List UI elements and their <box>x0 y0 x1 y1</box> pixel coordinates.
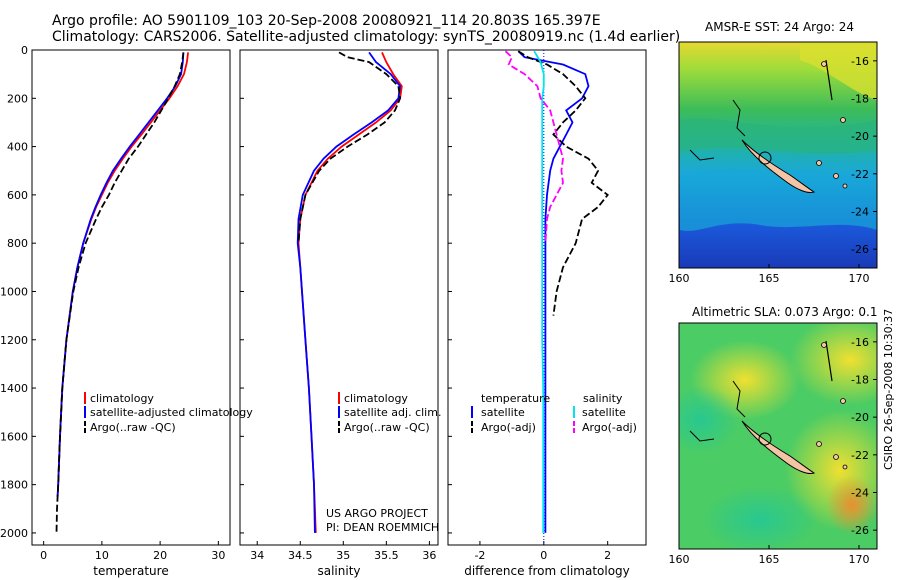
legend-header-salinity: salinity <box>583 392 623 405</box>
series-line-salinity-satellite <box>533 50 545 533</box>
credit-line1: US ARGO PROJECT <box>326 507 428 520</box>
legend-label-temp-satellite: satellite <box>481 406 525 419</box>
x-tick-label: 34.5 <box>288 549 313 562</box>
series-line-climatology <box>297 52 403 533</box>
sst-map-frame <box>678 41 878 269</box>
depth-tick-label: 1400 <box>0 382 28 395</box>
legend-label-argo: Argo(..raw -QC) <box>344 421 430 434</box>
sla-map-title: Altimetric SLA: 0.073 Argo: 0.1 <box>692 305 878 319</box>
map-x-tick-label: 165 <box>759 272 780 285</box>
argo-position-marker <box>758 151 772 165</box>
sla-map-frame <box>678 322 878 550</box>
series-line-satellite-adj-clim- <box>296 51 402 533</box>
x-tick-label: 35.5 <box>374 549 399 562</box>
depth-tick-label: 800 <box>7 237 28 250</box>
temperature-xlabel: temperature <box>93 564 168 578</box>
map-x-tick-label: 160 <box>669 553 690 566</box>
figure-title-line2: Climatology: CARS2006. Satellite-adjuste… <box>52 29 681 45</box>
x-tick-label: -2 <box>474 549 485 562</box>
legend-label-temp-argo: Argo(-adj) <box>481 421 536 434</box>
map-y-tick-label: -22 <box>851 449 869 462</box>
legend-label-climatology: climatology <box>344 392 408 405</box>
sla-map-axes: 160 165 170 -16 -18 -20 -22 -24 -26 <box>669 336 877 566</box>
depth-tick-label: 1200 <box>0 334 28 347</box>
map-y-tick-label: -16 <box>851 55 869 68</box>
x-tick-label: 30 <box>211 549 225 562</box>
series-line-temperature-argo-adj- <box>517 50 609 316</box>
map-x-tick-label: 165 <box>759 553 780 566</box>
argo-position-marker <box>758 432 772 446</box>
map-y-tick-label: -26 <box>851 243 869 256</box>
series-line-salinity-argo-adj- <box>504 50 564 244</box>
temperature-axes-frame <box>31 49 231 546</box>
depth-tick-label: 400 <box>7 141 28 154</box>
legend-label-argo: Argo(..raw -QC) <box>90 421 176 434</box>
depth-tick-label: 1600 <box>0 430 28 443</box>
x-tick-label: 35 <box>336 549 350 562</box>
depth-tick-label: 1800 <box>0 479 28 492</box>
legend-label-satellite: satellite adj. clim. <box>344 406 441 419</box>
series-line-argo-raw-qc- <box>297 51 402 244</box>
map-y-tick-label: -26 <box>851 524 869 537</box>
legend-header-temperature: temperature <box>481 392 550 405</box>
x-tick-label: 20 <box>153 549 167 562</box>
map-y-tick-label: -20 <box>851 130 869 143</box>
legend-label-sal-satellite: satellite <box>582 406 626 419</box>
depth-tick-label: 1000 <box>0 285 28 298</box>
credit-line2: PI: DEAN ROEMMICH <box>326 521 439 534</box>
map-y-tick-label: -24 <box>851 206 869 219</box>
map-y-tick-label: -16 <box>851 336 869 349</box>
x-tick-label: 10 <box>95 549 109 562</box>
x-tick-label: 0 <box>40 549 47 562</box>
temperature-plot: 0 10 20 30 <box>40 52 225 562</box>
x-tick-label: 36 <box>422 549 436 562</box>
salinity-xlabel: salinity <box>317 564 360 578</box>
temperature-legend: climatology satellite-adjusted climatolo… <box>84 392 253 434</box>
salinity-axes-frame <box>239 49 439 546</box>
legend-label-sal-argo: Argo(-adj) <box>582 421 637 434</box>
x-tick-label: 2 <box>604 549 611 562</box>
difference-legend: temperature salinity satellite Argo(-adj… <box>471 392 637 434</box>
map-x-tick-label: 170 <box>849 553 870 566</box>
figure-title-line1: Argo profile: AO 5901109_103 20-Sep-2008… <box>52 13 601 29</box>
x-tick-label: 0 <box>540 549 547 562</box>
depth-tick-label: 200 <box>7 92 28 105</box>
depth-tick-label: 600 <box>7 189 28 202</box>
legend-label-satellite: satellite-adjusted climatology <box>90 406 253 419</box>
map-y-tick-label: -24 <box>851 487 869 500</box>
x-tick-label: 34 <box>250 549 264 562</box>
sst-map <box>679 42 877 268</box>
map-y-tick-label: -22 <box>851 168 869 181</box>
series-line-temperature-satellite <box>517 50 590 533</box>
map-y-tick-label: -18 <box>851 93 869 106</box>
map-x-tick-label: 170 <box>849 272 870 285</box>
legend-label-climatology: climatology <box>90 392 154 405</box>
sst-map-title: AMSR-E SST: 24 Argo: 24 <box>705 20 854 34</box>
series-line-argo-raw-qc- <box>55 52 185 533</box>
sla-map <box>679 323 877 549</box>
depth-tick-label: 0 <box>21 44 28 57</box>
depth-axis: 0 200 400 600 800 1000 1200 1400 1600 1800 2000 <box>0 44 452 540</box>
salinity-plot: 34 34.5 35 35.5 36 <box>250 51 436 562</box>
map-y-tick-label: -20 <box>851 411 869 424</box>
sst-map-axes: 160 165 170 -16 -18 -20 -22 -24 -26 <box>669 55 877 285</box>
difference-axes-frame <box>447 49 647 546</box>
salinity-legend: climatology satellite adj. clim. Argo(..… <box>338 392 441 434</box>
map-y-tick-label: -18 <box>851 374 869 387</box>
difference-xlabel: difference from climatology <box>464 564 630 578</box>
difference-plot: -2 0 2 <box>474 50 611 562</box>
map-x-tick-label: 160 <box>669 272 690 285</box>
depth-tick-label: 2000 <box>0 527 28 540</box>
